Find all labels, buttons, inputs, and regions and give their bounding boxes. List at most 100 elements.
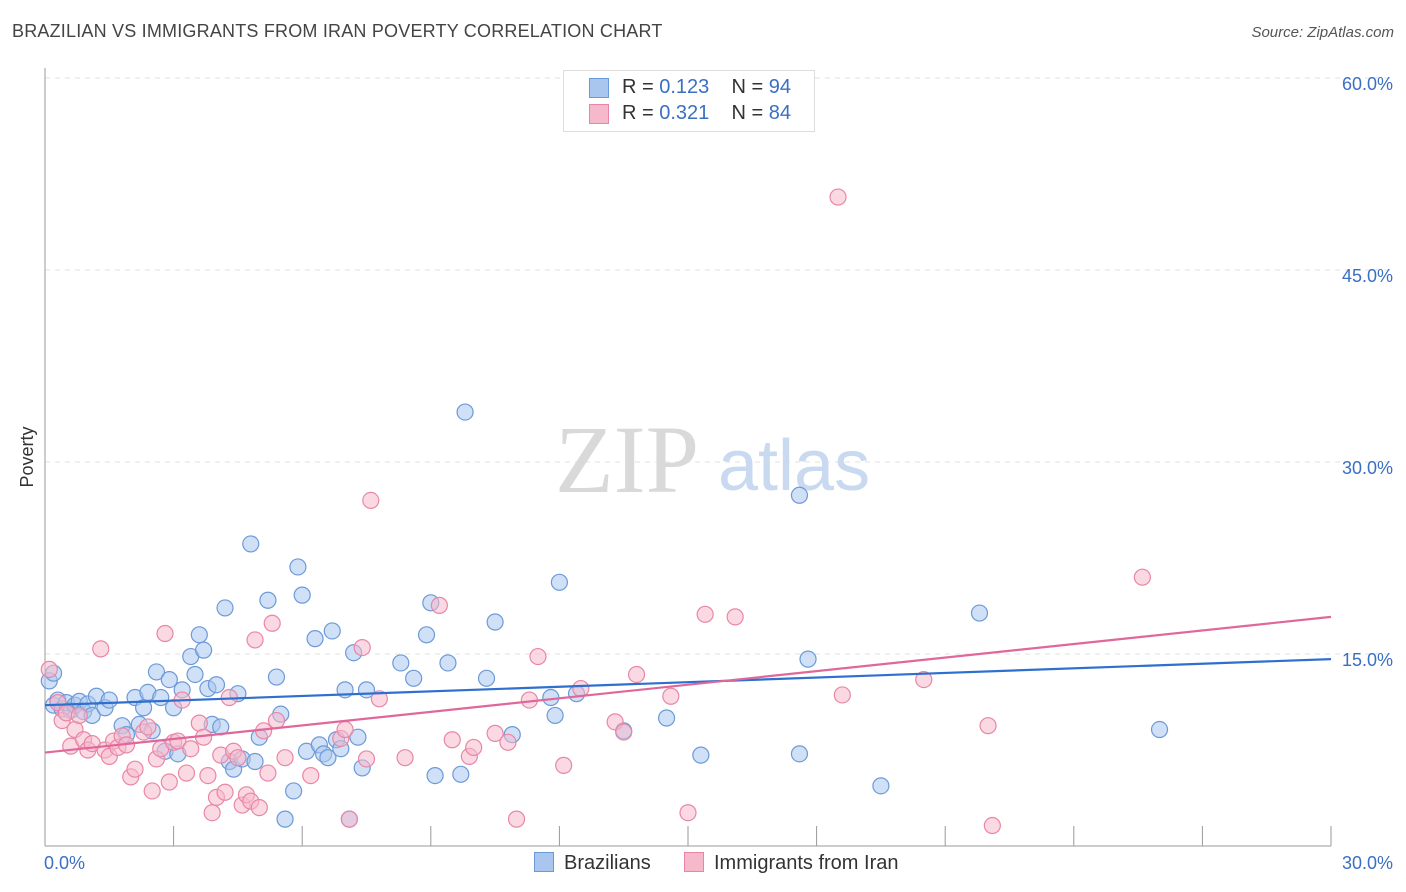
iran-point	[353, 638, 371, 657]
iran-point	[276, 749, 294, 767]
iran-point	[246, 631, 264, 649]
r-value-iran: 0.321	[659, 102, 710, 124]
iran-point	[92, 640, 110, 658]
iran-point	[40, 660, 58, 678]
iran-point	[443, 731, 461, 749]
iran-point	[160, 773, 178, 791]
brazilians-point	[289, 558, 307, 576]
legend-swatch-iran	[684, 852, 704, 872]
iran-trend-line	[44, 615, 1332, 754]
y-tick-label: 30.0%	[1342, 458, 1393, 478]
iran-point	[529, 647, 547, 666]
brazilians-point	[216, 599, 234, 617]
r-value-brazilians: 0.123	[659, 76, 710, 98]
iran-point	[615, 723, 633, 741]
iran-point	[662, 687, 680, 705]
iran-point	[139, 718, 157, 736]
brazilians-point	[195, 641, 213, 659]
legend-item-iran: Immigrants from Iran	[684, 852, 898, 875]
iran-point	[362, 491, 380, 509]
brazilians-point	[306, 630, 324, 648]
x-tick-label-min: 0.0%	[44, 853, 85, 873]
brazilians-point	[790, 486, 809, 504]
brazilians-swatch	[589, 78, 609, 98]
iran-swatch	[589, 104, 609, 124]
iran-point	[250, 798, 268, 817]
iran-point	[340, 810, 358, 828]
brazilians-point	[970, 604, 989, 622]
brazilians-point	[349, 728, 367, 746]
brazilians-point	[242, 535, 260, 553]
brazilians-point	[1150, 720, 1169, 739]
iran-point	[833, 686, 851, 704]
brazilians-point	[456, 403, 474, 421]
legend-swatch-brazilians	[534, 852, 554, 872]
iran-point	[465, 738, 483, 757]
iran-point	[199, 766, 217, 785]
y-tick-label: 15.0%	[1342, 650, 1393, 670]
n-value-iran: 84	[768, 102, 792, 124]
iran-point	[156, 624, 174, 643]
x-tick-label-max: 30.0%	[1342, 853, 1393, 873]
iran-point	[1133, 568, 1151, 586]
y-tick-label: 45.0%	[1342, 266, 1393, 286]
y-tick-label: 60.0%	[1342, 74, 1393, 94]
iran-point	[572, 679, 590, 698]
iran-point	[203, 804, 221, 822]
watermark: ZIP atlas	[555, 406, 870, 513]
iran-point	[229, 749, 247, 767]
iran-point	[267, 711, 286, 730]
iran-point	[486, 724, 504, 742]
brazilians-point	[285, 782, 303, 800]
brazilians-point	[405, 669, 423, 687]
iran-point	[182, 740, 200, 758]
iran-point	[357, 750, 376, 768]
brazilians-point	[692, 746, 710, 764]
iran-point	[829, 188, 847, 206]
brazilians-point	[417, 626, 436, 644]
brazilians-point	[426, 766, 444, 785]
axes: 15.0% 30.0% 45.0% 60.0%	[44, 68, 1393, 847]
iran-point	[915, 670, 933, 689]
brazilians-point	[267, 668, 286, 686]
iran-point	[216, 783, 234, 801]
iran-point	[726, 608, 744, 626]
brazilians-point	[546, 706, 564, 725]
iran-point	[396, 749, 414, 767]
brazilians-point	[147, 663, 166, 681]
source-label: Source: ZipAtlas.com	[1251, 24, 1394, 41]
y-axis-label: Poverty	[17, 426, 37, 487]
n-label: N =	[731, 102, 769, 124]
iran-point	[499, 733, 517, 751]
brazilians-point	[152, 688, 170, 707]
chart-title: BRAZILIAN VS IMMIGRANTS FROM IRAN POVERT…	[12, 21, 663, 41]
brazilians-point	[323, 622, 341, 640]
legend-item-brazilians: Brazilians	[534, 852, 651, 875]
legend-label-iran: Immigrants from Iran	[714, 852, 899, 874]
brazilians-point	[486, 613, 504, 631]
r-label: R =	[622, 102, 660, 124]
brazilians-point	[452, 765, 470, 783]
iran-point	[177, 764, 196, 782]
brazilians-point	[657, 709, 676, 727]
brazilians-point	[477, 669, 496, 687]
brazilians-point	[259, 591, 277, 609]
brazilians-point	[186, 665, 204, 684]
brazilians-point	[439, 654, 457, 672]
brazilians-point	[246, 752, 264, 771]
brazilians-point	[207, 676, 226, 694]
trend-lines	[44, 615, 1332, 754]
iran-point	[696, 605, 714, 623]
iran-point	[627, 665, 646, 684]
iran-point	[302, 766, 320, 785]
watermark-zip: ZIP	[555, 406, 699, 513]
iran-point	[126, 760, 144, 778]
brazilians-point	[276, 810, 294, 828]
iran-point	[259, 764, 277, 782]
n-label: N =	[731, 76, 769, 98]
iran-point	[370, 690, 388, 708]
brazilians-point	[319, 749, 337, 767]
brazilians-point	[160, 670, 178, 689]
iran-point	[336, 720, 354, 739]
